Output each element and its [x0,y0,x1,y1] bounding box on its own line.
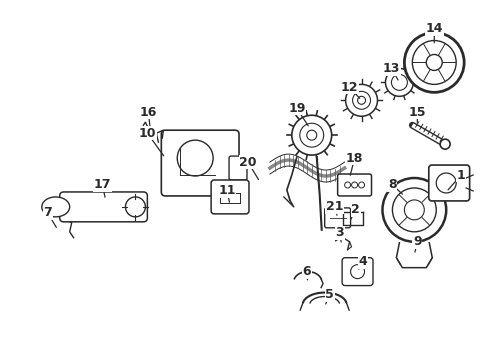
FancyBboxPatch shape [229,156,247,180]
Text: 12: 12 [341,81,358,94]
Ellipse shape [42,197,70,217]
FancyBboxPatch shape [60,192,147,222]
Text: 9: 9 [413,235,422,248]
Text: 19: 19 [288,102,305,115]
Text: 2: 2 [351,203,360,216]
Text: 20: 20 [239,156,257,168]
Ellipse shape [404,32,464,92]
Text: 17: 17 [94,179,111,192]
Ellipse shape [386,68,414,96]
Text: 1: 1 [457,168,465,181]
Text: 10: 10 [139,127,156,140]
FancyBboxPatch shape [325,208,350,228]
FancyBboxPatch shape [161,130,239,196]
Ellipse shape [440,139,450,149]
Text: 21: 21 [326,201,343,213]
Text: 18: 18 [346,152,363,165]
Ellipse shape [383,178,446,242]
Text: 15: 15 [409,106,426,119]
Text: 11: 11 [219,184,236,197]
FancyBboxPatch shape [211,180,249,214]
Text: 3: 3 [335,226,344,239]
Text: 8: 8 [388,179,397,192]
Text: 7: 7 [44,206,52,219]
FancyBboxPatch shape [338,174,371,196]
Text: 16: 16 [140,106,157,119]
FancyBboxPatch shape [342,258,373,285]
Text: 14: 14 [425,22,443,35]
Text: 6: 6 [302,265,311,278]
Ellipse shape [292,115,332,155]
FancyBboxPatch shape [429,165,469,201]
Text: 5: 5 [325,288,334,301]
Text: 13: 13 [383,62,400,75]
Text: 4: 4 [358,255,367,268]
Ellipse shape [345,84,377,116]
